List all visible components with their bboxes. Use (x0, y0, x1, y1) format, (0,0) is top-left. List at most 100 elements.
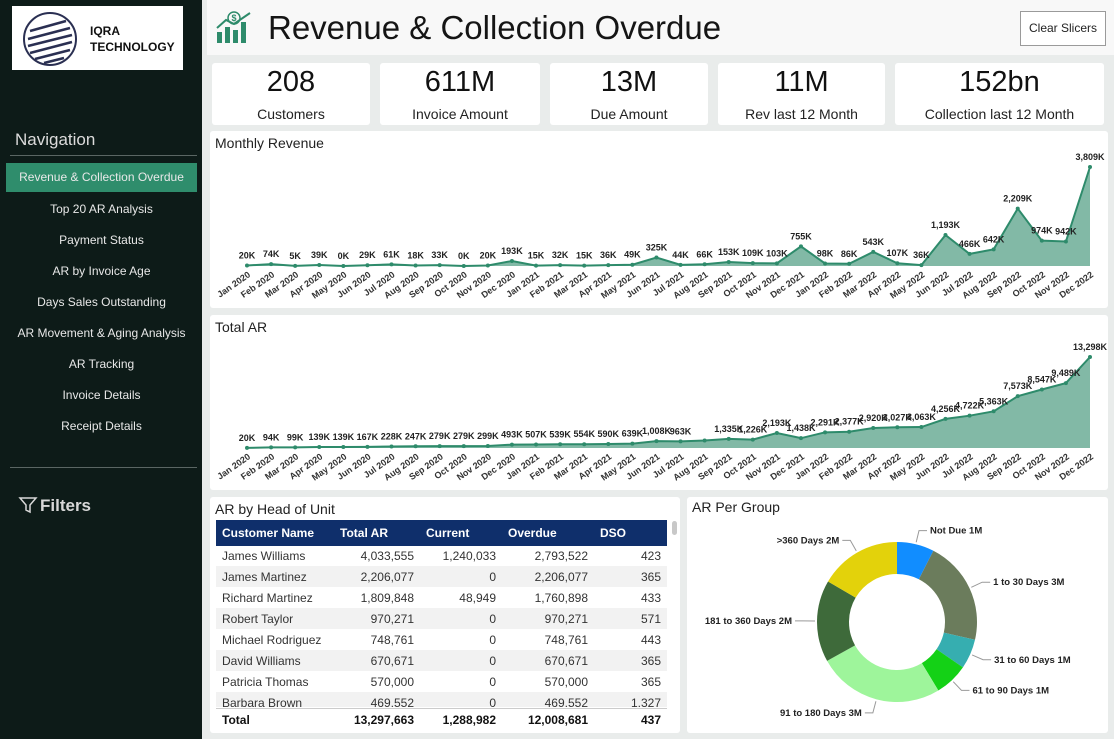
table-cell: James Martinez (216, 566, 334, 587)
data-label: 86K (841, 249, 858, 259)
area-fill (247, 357, 1090, 448)
point (654, 439, 659, 444)
nav-item[interactable]: Receipt Details (61, 419, 142, 433)
data-label: 29K (359, 250, 376, 260)
divider (10, 155, 197, 156)
nav-item[interactable]: AR Tracking (68, 357, 135, 371)
data-label: 20K (239, 250, 256, 260)
nav-item[interactable]: Top 20 AR Analysis (50, 202, 153, 216)
nav-item[interactable]: Invoice Details (62, 388, 141, 402)
data-label: 32K (552, 250, 569, 260)
point (847, 429, 852, 434)
nav-list: Revenue & Collection Overdue Top 20 AR An… (6, 163, 197, 442)
table-rows: James Williams 4,033,555 1,240,033 2,793,52… (216, 545, 667, 707)
point (317, 262, 322, 267)
data-label: 325K (646, 243, 668, 253)
kpi-label: Customers (257, 106, 325, 122)
data-label: 299K (477, 431, 499, 441)
table-cell: 2,206,077 (334, 566, 420, 587)
column-header: DSO (594, 520, 667, 546)
data-label: 33K (431, 250, 448, 260)
kpi-value: 11M (774, 66, 829, 98)
point (509, 442, 514, 447)
data-label: 507K (525, 430, 547, 440)
nav-item[interactable]: AR Movement & Aging Analysis (17, 326, 186, 340)
logo-text: TECHNOLOGY (90, 40, 175, 54)
sidebar: IQRA TECHNOLOGY Navigation Revenue & Col… (0, 0, 202, 739)
filters-label[interactable]: Filters (40, 496, 92, 515)
table-cell: 970,271 (334, 608, 420, 629)
point (365, 263, 370, 268)
point (437, 444, 442, 449)
point (293, 263, 298, 268)
kpi-label: Rev last 12 Month (745, 106, 858, 122)
slice-name: 91 to 180 Days (780, 708, 846, 719)
data-label: 1,438K (786, 423, 816, 433)
data-label: 61K (383, 249, 400, 259)
table-cell: 469,552 (334, 692, 420, 707)
table-cell: 365 (594, 566, 667, 587)
point (798, 244, 803, 249)
point (269, 445, 274, 450)
nav-item[interactable]: Days Sales Outstanding (37, 295, 166, 309)
donut-slice (936, 632, 975, 668)
data-label: 279K (453, 431, 475, 441)
table-cell: 748,761 (370, 632, 414, 647)
point (774, 430, 779, 435)
point (943, 416, 948, 421)
kpi-label: Invoice Amount (412, 106, 508, 122)
data-label: 193K (501, 246, 523, 256)
data-label: 18K (407, 251, 424, 261)
point (967, 251, 972, 256)
table-cell: 670,671 (334, 650, 420, 671)
data-label: 639K (622, 429, 644, 439)
table-cell: 1,327 (594, 692, 667, 707)
data-label: 554K (573, 429, 595, 439)
table-row: David Williams 670,671 0 670,671 365 (216, 650, 667, 671)
nav-item[interactable]: AR by Invoice Age (52, 264, 151, 278)
clear-slicers-button[interactable]: Clear Slicers (1020, 11, 1106, 46)
table-cell: 433 (640, 590, 661, 605)
nav-item[interactable]: Payment Status (59, 233, 144, 247)
logo-mark (23, 12, 77, 66)
kpi-value: 208 (266, 66, 316, 98)
slice-name: >360 Days (777, 535, 824, 546)
kpi-label: Collection last 12 Month (924, 106, 1075, 122)
data-label: 590K (598, 429, 620, 439)
point (245, 445, 249, 450)
data-label: 2,920K (859, 413, 889, 423)
table-row: Robert Taylor 970,271 0 970,271 571 (216, 608, 667, 629)
point (895, 425, 900, 430)
point (678, 439, 683, 444)
table-cell: Michael Rodriguez (222, 632, 322, 647)
point (967, 413, 972, 418)
table-cell: Barbara Brown (216, 692, 334, 707)
total-cell: Total (216, 708, 334, 731)
svg-text:$: $ (231, 13, 236, 23)
table-cell: 365 (640, 674, 661, 689)
column-header: Customer Name (216, 520, 334, 546)
table-body: James Williams 4,033,555 1,240,033 2,793,52… (216, 545, 667, 707)
slice-value: 2M (826, 535, 839, 546)
nav-item[interactable]: Revenue & Collection Overdue (6, 163, 197, 192)
table-cell: 469,552 (502, 692, 594, 707)
data-label: 3,809K (1075, 152, 1105, 162)
data-label: 228K (381, 431, 403, 441)
leader-line (842, 539, 857, 552)
total-ar-panel: Total AR 20K Jan 2020 94K Feb 2020 99K Mar 202… (210, 315, 1108, 490)
scrollbar[interactable] (672, 521, 677, 535)
data-label: 139K (333, 432, 355, 442)
data-label: 94K (263, 432, 280, 442)
data-label: 103K (766, 248, 788, 258)
table-cell: 0 (420, 650, 502, 671)
data-label: 99K (287, 432, 304, 442)
monthly-revenue-panel: Monthly Revenue 20K Jan 2020 74K Feb 2020 5K M… (210, 131, 1108, 308)
data-label: 74K (263, 249, 280, 259)
table-cell: 970,271 (502, 608, 594, 629)
slice-name: 181 to 360 Days (705, 616, 776, 627)
area-fill (247, 167, 1090, 266)
column-header: Current (420, 520, 502, 546)
data-label: 2,209K (1003, 194, 1033, 204)
kpi-card: 11M Rev last 12 Month (718, 63, 885, 125)
slice-name: Not Due (930, 526, 966, 537)
